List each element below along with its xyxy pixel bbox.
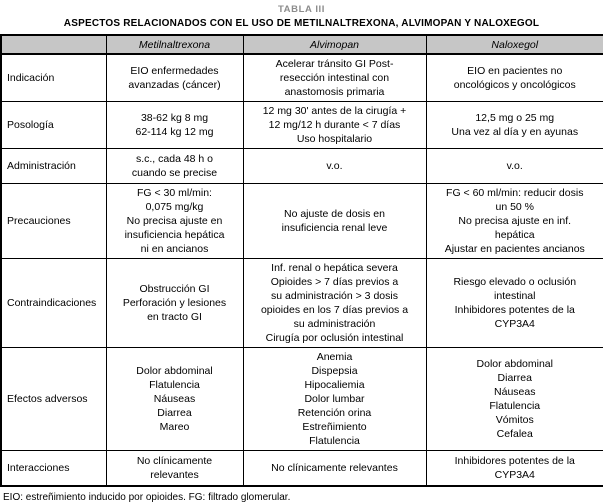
- table-cell: EIO enfermedades avanzadas (cáncer): [105, 53, 244, 102]
- table-cell: Inf. renal o hepática severa Opioides > …: [242, 258, 427, 348]
- table-row-efectos-adversos: Efectos adversos Dolor abdominal Flatule…: [0, 347, 603, 451]
- table-cell: Dolor abdominal Flatulencia Náuseas Diar…: [105, 347, 244, 451]
- abbreviations-footnote: EIO: estreñimiento inducido por opioides…: [3, 491, 291, 503]
- table-cell: FG < 60 ml/min: reducir dosis un 50 % No…: [425, 183, 603, 259]
- table-cell: FG < 30 ml/min: 0,075 mg/kg No precisa a…: [105, 183, 244, 259]
- table-cell: 38-62 kg 8 mg 62-114 kg 12 mg: [105, 101, 244, 149]
- page: TABLA III ASPECTOS RELACIONADOS CON EL U…: [0, 4, 603, 503]
- table-cell: v.o.: [425, 148, 603, 184]
- header-cell-metilnaltrexona: Metilnaltrexona: [105, 34, 244, 55]
- table-cell: EIO en pacientes no oncológicos y oncoló…: [425, 53, 603, 102]
- table-cell: No clínicamente relevantes: [105, 450, 244, 486]
- row-label: Precauciones: [0, 183, 107, 259]
- row-label: Administración: [0, 148, 107, 184]
- table-number-title: TABLA III: [277, 4, 326, 15]
- table-row-contraindicaciones: Contraindicaciones Obstrucción GI Perfor…: [0, 258, 603, 348]
- header-cell-alvimopan: Alvimopan: [242, 34, 427, 55]
- table-row-interacciones: Interacciones No clínicamente relevantes…: [0, 450, 603, 486]
- table-cell: 12,5 mg o 25 mg Una vez al día y en ayun…: [425, 101, 603, 149]
- header-cell-empty: [0, 34, 107, 55]
- header-row: Metilnaltrexona Alvimopan Naloxegol: [0, 34, 603, 55]
- row-label: Indicación: [0, 53, 107, 102]
- row-label: Efectos adversos: [0, 347, 107, 451]
- table-cell: No clínicamente relevantes: [242, 450, 427, 486]
- table-cell: No ajuste de dosis en insuficiencia rena…: [242, 183, 427, 259]
- table-caption: ASPECTOS RELACIONADOS CON EL USO DE METI…: [63, 18, 540, 29]
- table-row-indicacion: Indicación EIO enfermedades avanzadas (c…: [0, 53, 603, 102]
- table-cell: Acelerar tránsito GI Post- resección int…: [242, 53, 427, 102]
- table-cell: Inhibidores potentes de la CYP3A4: [425, 450, 603, 486]
- header-cell-naloxegol: Naloxegol: [425, 34, 603, 55]
- table-row-posologia: Posología 38-62 kg 8 mg 62-114 kg 12 mg …: [0, 101, 603, 149]
- drug-comparison-table: Metilnaltrexona Alvimopan Naloxegol Indi…: [0, 34, 603, 487]
- table-cell: 12 mg 30' antes de la cirugía + 12 mg/12…: [242, 101, 427, 149]
- row-label: Interacciones: [0, 450, 107, 486]
- row-label: Posología: [0, 101, 107, 149]
- table-cell: Anemia Dispepsia Hipocaliemia Dolor lumb…: [242, 347, 427, 451]
- table-cell: s.c., cada 48 h o cuando se precise: [105, 148, 244, 184]
- table-cell: v.o.: [242, 148, 427, 184]
- table-row-precauciones: Precauciones FG < 30 ml/min: 0,075 mg/kg…: [0, 183, 603, 259]
- table-cell: Riesgo elevado o oclusión intestinal Inh…: [425, 258, 603, 348]
- table-cell: Obstrucción GI Perforación y lesiones en…: [105, 258, 244, 348]
- table-row-administracion: Administración s.c., cada 48 h o cuando …: [0, 148, 603, 184]
- row-label: Contraindicaciones: [0, 258, 107, 348]
- table-cell: Dolor abdominal Diarrea Náuseas Flatulen…: [425, 347, 603, 451]
